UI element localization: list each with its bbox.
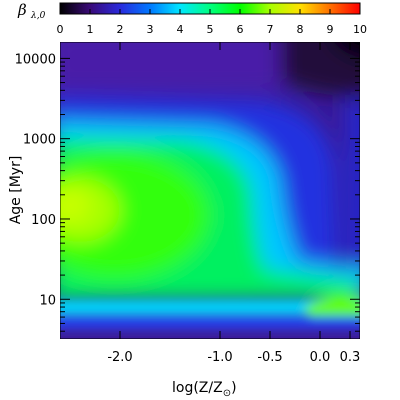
y-axis-title: Age [Myr] — [8, 156, 24, 225]
heatmap — [60, 42, 360, 339]
y-tick-label: 10 — [39, 293, 56, 308]
y-tick-label: 10000 — [15, 52, 56, 67]
colorbar-tick-label: 5 — [207, 23, 214, 36]
x-axis: -2.0 -1.0 -0.5 0.0 0.3 — [107, 42, 360, 365]
heatmap-lower-bands — [60, 300, 360, 339]
x-tick-label: 0.0 — [310, 350, 331, 365]
x-tick-label: -2.0 — [107, 350, 132, 365]
x-tick-label: 0.3 — [340, 350, 361, 365]
colorbar-tick-label: 7 — [267, 23, 274, 36]
y-axis: 10 100 1000 10000 — [15, 52, 360, 332]
x-axis-title-main: log(Z/Z — [172, 380, 223, 396]
y-tick-label: 100 — [31, 213, 56, 228]
colorbar: β λ,0 0 1 2 3 4 5 6 7 8 9 10 — [17, 1, 367, 36]
colorbar-tick-label: 0 — [57, 23, 64, 36]
colorbar-ticks: 0 1 2 3 4 5 6 7 8 9 10 — [57, 9, 367, 36]
colorbar-title-subscript: λ,0 — [30, 11, 46, 21]
x-axis-title-sub: ⊙ — [223, 388, 231, 399]
x-tick-label: -1.0 — [207, 350, 232, 365]
colorbar-tick-label: 8 — [297, 23, 304, 36]
x-axis-title: log(Z/Z⊙) — [172, 380, 237, 399]
colorbar-tick-label: 9 — [327, 23, 334, 36]
colorbar-tick-label: 3 — [147, 23, 154, 36]
colorbar-title: β — [17, 1, 27, 19]
colorbar-tick-label: 4 — [177, 23, 184, 36]
colorbar-tick-label: 1 — [87, 23, 94, 36]
x-axis-title-close: ) — [231, 380, 236, 396]
y-tick-label: 1000 — [23, 133, 56, 148]
colorbar-tick-label: 10 — [353, 23, 367, 36]
colorbar-tick-label: 2 — [117, 23, 124, 36]
heatmap-field — [60, 42, 360, 326]
x-tick-label: -0.5 — [257, 350, 282, 365]
colorbar-tick-label: 6 — [237, 23, 244, 36]
